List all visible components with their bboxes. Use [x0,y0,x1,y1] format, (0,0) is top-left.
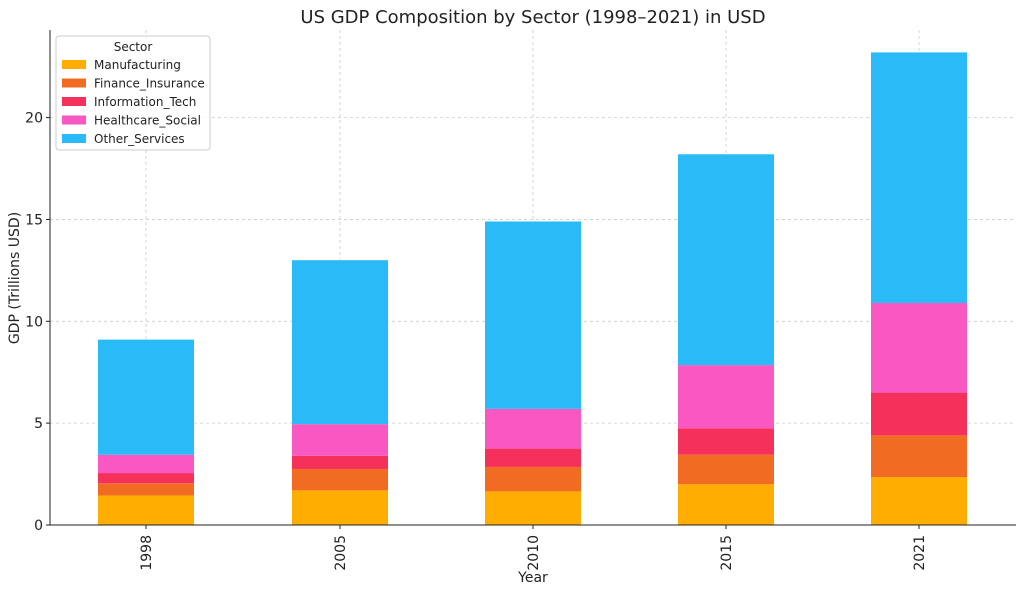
bar-segment-healthcare-social-2015 [678,365,774,429]
bar-segment-other-services-2010 [485,221,581,409]
bar-segment-information-tech-1998 [98,473,194,484]
y-tick-label: 0 [34,518,43,534]
y-tick-label: 10 [25,314,43,330]
y-axis-label: GDP (Trillions USD) [7,212,23,344]
legend-label: Information_Tech [94,95,196,109]
bar-segment-manufacturing-2015 [678,484,774,525]
bar-segment-finance-insurance-2010 [485,466,581,492]
legend-label: Other_Services [94,132,185,146]
y-tick-label: 15 [25,212,43,228]
chart-title: US GDP Composition by Sector (1998–2021)… [300,7,765,28]
bar-segment-manufacturing-2010 [485,491,581,525]
bar-segment-healthcare-social-1998 [98,454,194,474]
legend-label: Healthcare_Social [94,114,201,128]
bar-segment-finance-insurance-2015 [678,454,774,485]
legend-items: Manufacturing Finance_Insurance Informatio… [62,58,205,146]
legend-title: Sector [114,40,153,54]
bar-segment-manufacturing-2021 [871,477,967,525]
legend-swatch [62,115,86,125]
x-tick-label: 2015 [719,535,735,571]
legend-swatch [62,97,86,106]
x-tick-label: 2021 [912,535,928,571]
ticks: 0 5 10 15 20 1998 2005 2010 2015 2021 [25,111,928,571]
legend-swatch [62,134,86,143]
legend: Sector Manufacturing Finance_Insurance Inf… [55,35,211,151]
bar-segment-information-tech-2010 [485,448,581,467]
bar-segment-healthcare-social-2010 [485,408,581,449]
bar-segment-information-tech-2005 [292,455,388,469]
x-axis-label: Year [517,570,548,586]
bar-segment-finance-insurance-1998 [98,483,194,496]
legend-box [55,35,211,151]
y-tick-label: 5 [34,416,43,432]
legend-label: Finance_Insurance [94,77,205,91]
bar-segment-other-services-2005 [292,260,388,425]
x-tick-label: 2010 [526,535,542,571]
legend-swatch [62,78,86,88]
bar-segment-information-tech-2015 [678,428,774,455]
x-tick-label: 2005 [333,535,349,571]
bar-segment-other-services-2021 [871,52,967,303]
bar-segment-healthcare-social-2005 [292,424,388,456]
bar-segment-finance-insurance-2005 [292,468,388,491]
bar-segment-manufacturing-1998 [98,495,194,525]
bar-segment-manufacturing-2005 [292,490,388,525]
legend-label: Manufacturing [94,58,181,72]
bar-segment-other-services-2015 [678,154,774,366]
bar-segment-finance-insurance-2021 [871,435,967,478]
bar-segment-healthcare-social-2021 [871,302,967,393]
legend-swatch [62,60,86,69]
bar-segment-information-tech-2021 [871,392,967,436]
y-tick-label: 20 [25,111,43,127]
x-tick-label: 1998 [139,535,155,571]
bars [98,52,967,525]
bar-segment-other-services-1998 [98,339,194,455]
